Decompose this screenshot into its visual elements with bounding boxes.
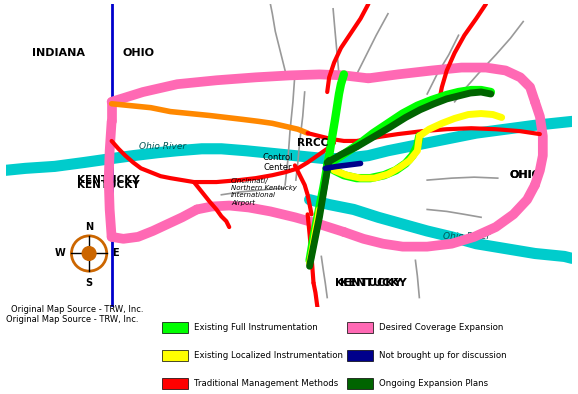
Text: W: W <box>55 249 65 258</box>
Text: S: S <box>86 278 92 288</box>
Text: OHIO: OHIO <box>509 170 541 180</box>
Text: Ohio River: Ohio River <box>443 232 490 241</box>
Text: Control
Center: Control Center <box>263 153 294 172</box>
Text: Original Map Source - TRW, Inc.: Original Map Source - TRW, Inc. <box>6 315 138 324</box>
Text: Cincinnati/
Northern Kentucky
International
Airport: Cincinnati/ Northern Kentucky Internatio… <box>231 178 297 206</box>
Text: RRCC: RRCC <box>297 138 328 148</box>
Text: KENTUCKY: KENTUCKY <box>77 175 140 185</box>
Text: Existing Full Instrumentation: Existing Full Instrumentation <box>194 323 317 331</box>
Text: E: E <box>113 249 119 258</box>
Text: KENTUCKY: KENTUCKY <box>335 278 402 288</box>
Text: Traditional Management Methods: Traditional Management Methods <box>194 379 338 388</box>
Text: Not brought up for discussion: Not brought up for discussion <box>379 351 506 360</box>
Text: N: N <box>85 222 93 232</box>
Text: Desired Coverage Expansion: Desired Coverage Expansion <box>379 323 503 331</box>
Text: Original Map Source - TRW, Inc.: Original Map Source - TRW, Inc. <box>10 305 143 314</box>
Text: Existing Localized Instrumentation: Existing Localized Instrumentation <box>194 351 343 360</box>
Text: Ongoing Expansion Plans: Ongoing Expansion Plans <box>379 379 488 388</box>
Text: INDIANA: INDIANA <box>32 48 85 58</box>
Circle shape <box>82 247 96 260</box>
Text: OHIO: OHIO <box>509 170 541 180</box>
Text: KENTUCKY: KENTUCKY <box>77 180 140 190</box>
Text: KENTUCKY: KENTUCKY <box>340 278 407 288</box>
Text: OHIO: OHIO <box>122 48 154 58</box>
Text: Ohio River: Ohio River <box>139 142 186 151</box>
